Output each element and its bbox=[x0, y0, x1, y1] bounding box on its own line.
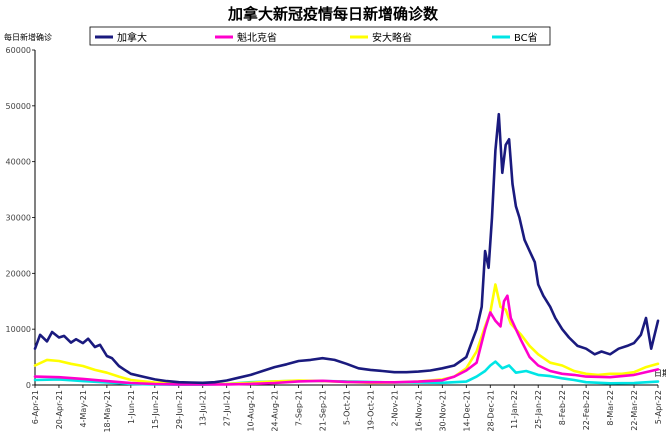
x-tick-label: 27-Jul-21 bbox=[223, 390, 232, 426]
x-tick-label: 24-Aug-21 bbox=[271, 390, 280, 432]
x-tick-label: 21-Sep-21 bbox=[319, 390, 328, 431]
x-tick-label: 20-Apr-21 bbox=[55, 390, 64, 429]
x-tick-label: 5-Oct-21 bbox=[343, 390, 352, 425]
x-tick-label: 18-May-21 bbox=[103, 390, 112, 433]
x-tick-label: 14-Dec-21 bbox=[462, 390, 471, 432]
x-tick-label: 8-Mar-22 bbox=[606, 390, 615, 426]
x-axis-end-label: 日期 bbox=[654, 369, 666, 378]
series-line-1 bbox=[33, 112, 660, 385]
x-tick-label: 1-Jun-21 bbox=[127, 390, 136, 424]
y-tick-label: 30000 bbox=[6, 214, 31, 223]
x-tick-label: 25-Jan-22 bbox=[534, 390, 543, 429]
legend-label: 魁北克省 bbox=[237, 31, 277, 44]
x-tick-label: 22-Feb-22 bbox=[582, 390, 591, 430]
y-tick-label: 10000 bbox=[6, 325, 31, 334]
x-tick-label: 29-Jun-21 bbox=[175, 390, 184, 429]
legend-entries: 加拿大 魁北克省 安大略省 BC省 bbox=[95, 31, 538, 44]
chart-title: 加拿大新冠疫情每日新增确诊数 bbox=[227, 5, 439, 23]
x-tick-label: 4-May-21 bbox=[79, 390, 88, 427]
legend-label: 安大略省 bbox=[372, 31, 412, 44]
x-tick-label: 10-Aug-21 bbox=[247, 390, 256, 432]
y-tick-label: 20000 bbox=[6, 269, 31, 278]
x-tick-label: 15-Jun-21 bbox=[151, 390, 160, 429]
y-tick-label: 0 bbox=[26, 381, 31, 390]
x-tick-label: 6-Apr-21 bbox=[31, 390, 40, 424]
series-lines bbox=[33, 112, 660, 386]
legend-label: 加拿大 bbox=[117, 31, 147, 44]
legend-label: BC省 bbox=[514, 31, 538, 44]
x-tick-label: 28-Dec-21 bbox=[486, 390, 495, 432]
x-tick-label: 13-Jul-21 bbox=[199, 390, 208, 426]
y-tick-label: 50000 bbox=[6, 102, 31, 111]
y-tick-label: 60000 bbox=[6, 46, 31, 55]
x-tick-label: 30-Nov-21 bbox=[438, 390, 447, 432]
x-tick-label: 8-Feb-22 bbox=[558, 390, 567, 425]
x-tick-label: 19-Oct-21 bbox=[366, 390, 375, 430]
x-tick-label: 11-Jan-22 bbox=[510, 390, 519, 429]
series-line-2 bbox=[33, 294, 660, 386]
x-tick-label: 16-Nov-21 bbox=[414, 390, 423, 432]
x-tick-label: 5-Apr-22 bbox=[654, 390, 663, 424]
y-tick-label: 40000 bbox=[6, 158, 31, 167]
x-tick-label: 7-Sep-21 bbox=[295, 390, 304, 426]
y-axis-label: 每日新增确诊 bbox=[4, 32, 52, 42]
x-tick-label: 2-Nov-21 bbox=[390, 390, 399, 426]
legend bbox=[89, 26, 551, 46]
x-tick-label: 22-Mar-22 bbox=[630, 390, 639, 431]
